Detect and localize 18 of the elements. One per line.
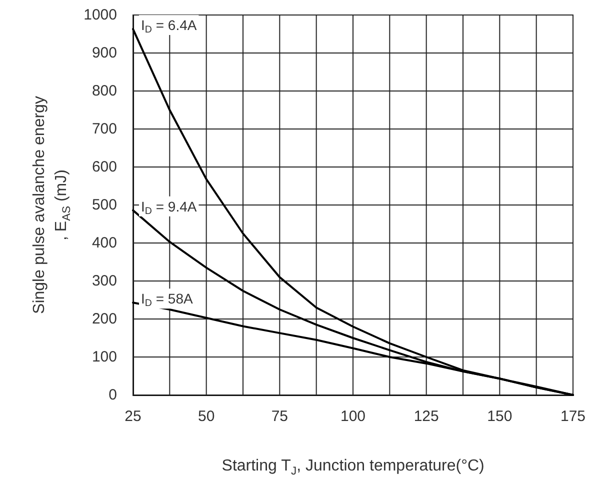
x-tick-label: 125 bbox=[414, 408, 439, 425]
x-tick-label: 50 bbox=[198, 408, 215, 425]
y-tick-label: 900 bbox=[92, 44, 117, 62]
y-tick-label: 0 bbox=[108, 386, 117, 404]
x-tick-label: 175 bbox=[560, 408, 586, 425]
y-tick-label: 500 bbox=[92, 196, 117, 214]
y-tick-label: 400 bbox=[92, 234, 117, 252]
y-tick-label: 1000 bbox=[84, 6, 117, 24]
x-tick-label: 150 bbox=[487, 408, 512, 425]
x-tick-label: 100 bbox=[340, 408, 366, 425]
y-tick-label: 600 bbox=[92, 158, 117, 176]
y-tick-label: 800 bbox=[92, 82, 117, 100]
y-tick-label: 700 bbox=[92, 120, 117, 138]
y-tick-label: 100 bbox=[92, 348, 117, 366]
x-tick-label: 75 bbox=[271, 408, 288, 425]
y-tick-label: 200 bbox=[92, 310, 117, 328]
x-tick-label: 25 bbox=[124, 408, 142, 425]
y-tick-label: 300 bbox=[92, 272, 117, 290]
